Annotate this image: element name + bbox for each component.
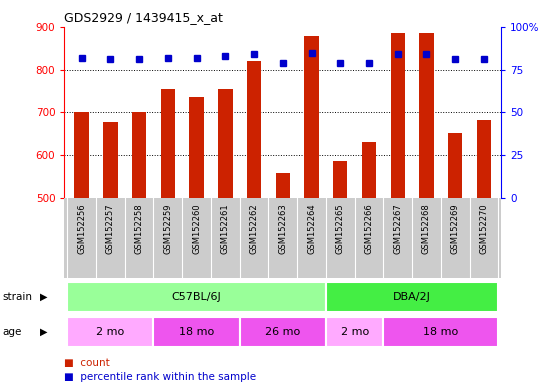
Text: GSM152265: GSM152265 <box>336 204 345 254</box>
Bar <box>326 282 498 312</box>
Bar <box>189 98 204 198</box>
Bar <box>362 142 376 198</box>
Bar <box>103 122 118 198</box>
Text: GSM152267: GSM152267 <box>393 204 402 254</box>
Bar <box>477 119 491 198</box>
Bar <box>67 282 326 312</box>
Bar <box>74 112 89 198</box>
Text: 26 mo: 26 mo <box>265 327 300 337</box>
Text: GSM152257: GSM152257 <box>106 204 115 254</box>
Text: ■  percentile rank within the sample: ■ percentile rank within the sample <box>64 372 256 382</box>
Bar <box>448 133 463 198</box>
Text: GDS2929 / 1439415_x_at: GDS2929 / 1439415_x_at <box>64 11 223 24</box>
Text: GSM152258: GSM152258 <box>134 204 143 254</box>
Text: 2 mo: 2 mo <box>340 327 369 337</box>
Text: GSM152260: GSM152260 <box>192 204 201 254</box>
Text: ■  count: ■ count <box>64 358 110 368</box>
Bar <box>333 161 347 198</box>
Bar <box>326 317 384 347</box>
Bar <box>390 33 405 198</box>
Text: GSM152262: GSM152262 <box>250 204 259 254</box>
Text: GSM152256: GSM152256 <box>77 204 86 254</box>
Bar <box>384 317 498 347</box>
Bar <box>419 33 433 198</box>
Bar <box>161 89 175 198</box>
Text: GSM152264: GSM152264 <box>307 204 316 254</box>
Text: 18 mo: 18 mo <box>423 327 459 337</box>
Text: age: age <box>3 327 22 337</box>
Text: GSM152268: GSM152268 <box>422 204 431 254</box>
Text: GSM152269: GSM152269 <box>451 204 460 254</box>
Text: strain: strain <box>3 292 33 302</box>
Text: ▶: ▶ <box>40 327 48 337</box>
Bar <box>276 173 290 198</box>
Text: GSM152263: GSM152263 <box>278 204 287 254</box>
Text: GSM152266: GSM152266 <box>365 204 374 254</box>
Text: C57BL/6J: C57BL/6J <box>172 292 221 302</box>
Text: DBA/2J: DBA/2J <box>393 292 431 302</box>
Text: 2 mo: 2 mo <box>96 327 124 337</box>
Bar <box>247 61 262 198</box>
Text: GSM152270: GSM152270 <box>479 204 488 254</box>
Text: 18 mo: 18 mo <box>179 327 214 337</box>
Bar <box>240 317 326 347</box>
Bar <box>67 317 153 347</box>
Bar <box>153 317 240 347</box>
Bar <box>132 112 146 198</box>
Bar <box>218 89 232 198</box>
Text: GSM152259: GSM152259 <box>164 204 172 254</box>
Bar <box>304 36 319 198</box>
Text: GSM152261: GSM152261 <box>221 204 230 254</box>
Text: ▶: ▶ <box>40 292 48 302</box>
